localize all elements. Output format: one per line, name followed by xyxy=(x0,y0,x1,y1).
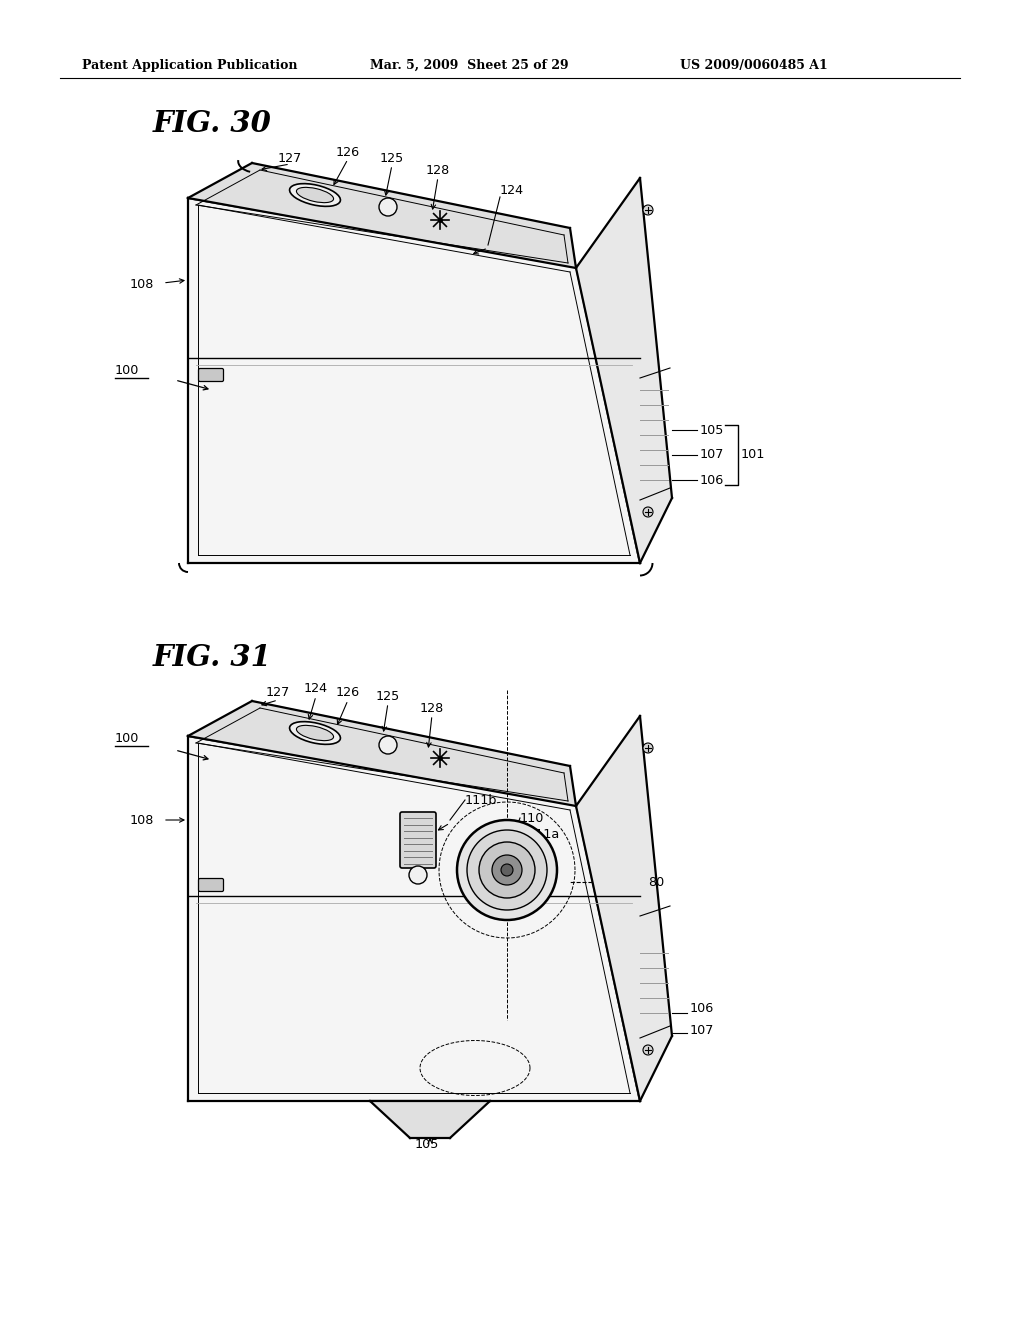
Ellipse shape xyxy=(290,722,340,744)
Polygon shape xyxy=(188,198,640,564)
Polygon shape xyxy=(575,178,672,564)
Circle shape xyxy=(643,1045,653,1055)
Text: US 2009/0060485 A1: US 2009/0060485 A1 xyxy=(680,58,827,71)
Polygon shape xyxy=(575,715,672,1101)
FancyBboxPatch shape xyxy=(400,812,436,869)
FancyBboxPatch shape xyxy=(199,879,223,891)
Text: 111a: 111a xyxy=(528,829,560,842)
Text: 105: 105 xyxy=(415,1138,439,1151)
Text: 125: 125 xyxy=(376,689,400,702)
Ellipse shape xyxy=(296,726,334,741)
Text: Patent Application Publication: Patent Application Publication xyxy=(82,58,298,71)
Text: 106: 106 xyxy=(700,474,724,487)
Circle shape xyxy=(379,198,397,216)
Text: 127: 127 xyxy=(278,152,302,165)
Circle shape xyxy=(643,743,653,752)
Text: 108: 108 xyxy=(130,813,155,826)
Text: 125: 125 xyxy=(380,152,404,165)
Circle shape xyxy=(379,737,397,754)
Circle shape xyxy=(479,842,535,898)
Text: 107: 107 xyxy=(700,449,724,462)
Text: Mar. 5, 2009  Sheet 25 of 29: Mar. 5, 2009 Sheet 25 of 29 xyxy=(370,58,568,71)
Text: 100: 100 xyxy=(115,731,139,744)
Text: FIG. 31: FIG. 31 xyxy=(153,644,272,672)
Circle shape xyxy=(643,205,653,215)
Text: 124: 124 xyxy=(304,682,328,696)
Text: 128: 128 xyxy=(426,164,451,177)
Ellipse shape xyxy=(290,183,340,206)
Text: 108: 108 xyxy=(130,279,155,292)
Circle shape xyxy=(467,830,547,909)
Text: 105: 105 xyxy=(700,424,724,437)
Circle shape xyxy=(409,866,427,884)
Text: 126: 126 xyxy=(336,145,360,158)
Polygon shape xyxy=(188,737,640,1101)
Polygon shape xyxy=(370,1101,490,1138)
Polygon shape xyxy=(188,701,575,807)
Text: 80: 80 xyxy=(648,875,665,888)
Text: FIG. 30: FIG. 30 xyxy=(153,108,272,137)
Text: 111b: 111b xyxy=(465,793,498,807)
Text: 124: 124 xyxy=(500,183,524,197)
Text: 106: 106 xyxy=(690,1002,715,1015)
Polygon shape xyxy=(188,162,575,268)
Text: 100: 100 xyxy=(115,363,139,376)
Circle shape xyxy=(501,865,513,876)
Circle shape xyxy=(457,820,557,920)
Text: 110: 110 xyxy=(520,812,545,825)
Text: 101: 101 xyxy=(741,449,765,462)
Text: 107: 107 xyxy=(690,1023,715,1036)
Text: 128: 128 xyxy=(420,701,444,714)
Text: 87A: 87A xyxy=(528,863,553,876)
Text: 96: 96 xyxy=(535,846,551,858)
Text: 126: 126 xyxy=(336,686,360,700)
FancyBboxPatch shape xyxy=(199,368,223,381)
Circle shape xyxy=(492,855,522,884)
Text: 127: 127 xyxy=(266,686,290,700)
Ellipse shape xyxy=(296,187,334,203)
Circle shape xyxy=(643,507,653,517)
